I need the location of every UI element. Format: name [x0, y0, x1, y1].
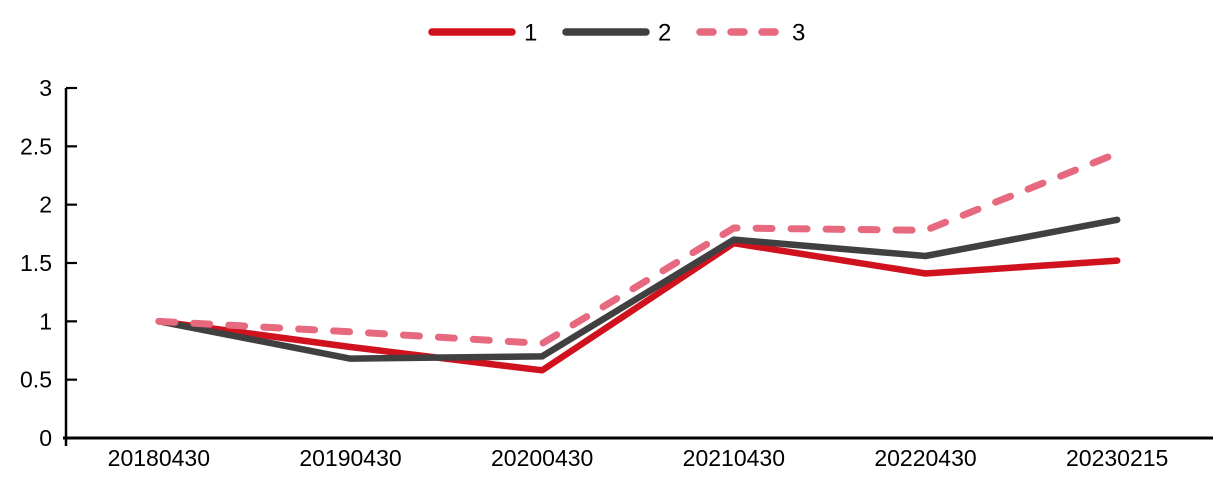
legend-item: 2	[562, 20, 671, 47]
x-tick-label: 20200430	[491, 445, 593, 471]
y-tick-label: 0	[39, 425, 52, 451]
x-tick-label: 20190430	[299, 445, 401, 471]
series-line-2	[155, 216, 1121, 362]
y-tick-label: 1.5	[20, 250, 52, 276]
legend-item: 3	[696, 20, 805, 47]
y-tick-label: 3	[39, 75, 52, 101]
x-tick-label: 20220430	[874, 445, 976, 471]
y-tick-label: 2.5	[20, 133, 52, 159]
y-tick-label: 2	[39, 192, 52, 218]
legend-item: 1	[428, 20, 537, 47]
legend-label: 3	[792, 20, 805, 47]
x-tick-label: 20230215	[1066, 445, 1168, 471]
y-tick-label: 1	[39, 308, 52, 334]
x-tick-label: 20180430	[108, 445, 210, 471]
legend-label: 2	[658, 20, 671, 47]
x-tick-label: 20210430	[683, 445, 785, 471]
series-line-3	[155, 149, 1121, 347]
legend-label: 1	[524, 20, 537, 47]
y-tick-label: 0.5	[20, 367, 52, 393]
series-line-1	[155, 239, 1121, 374]
